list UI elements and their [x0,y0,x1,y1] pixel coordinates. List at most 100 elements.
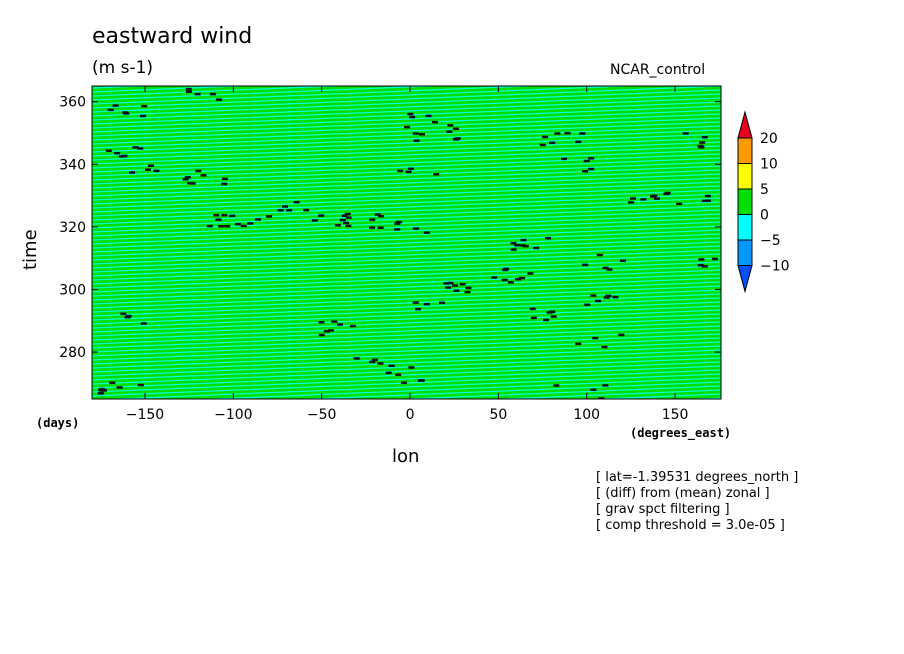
wind-cell [510,248,517,251]
wind-cell [445,286,452,289]
wind-cell [147,164,154,167]
y-tick-label: 280 [59,345,86,361]
wind-cell [185,90,192,93]
wind-cell [515,277,522,281]
wind-cell [99,389,106,392]
wind-cell [588,157,595,160]
wind-cell [405,170,412,174]
field-streak [92,253,721,281]
field-streak [92,213,721,241]
field-streak [92,361,721,389]
wind-cell [423,231,430,234]
field-streak [92,86,544,105]
x-tick-label: 0 [406,407,415,423]
note-latitude: [ lat=-1.39531 degrees_north ] [596,470,799,485]
wind-cell [128,171,135,174]
wind-cell [98,387,105,391]
field-streak [92,86,350,97]
wind-cell [542,135,549,139]
field-streak [92,205,721,233]
wind-cell [579,132,586,135]
wind-cell [229,214,236,218]
wind-cell [446,130,453,133]
field-streak [92,217,721,245]
wind-cell [676,202,683,206]
wind-cell [533,246,540,250]
wind-cell [452,127,459,131]
colorbar-label: 20 [760,131,778,147]
chart-units: (m s-1) [92,58,154,78]
wind-cell [114,151,121,155]
field-streak [92,365,721,393]
wind-cell [331,320,338,323]
wind-cell [414,307,421,311]
wind-cell [254,218,261,221]
wind-cell [408,366,415,369]
field-streak [92,257,721,285]
wind-cell [412,132,419,135]
field-streak [92,221,721,249]
wind-cell [350,324,357,328]
wind-cell [112,104,119,107]
wind-cell [344,212,351,216]
field-streak [92,345,721,373]
field-streak [100,373,721,399]
field-streak [92,86,721,113]
wind-cell [377,226,384,229]
x-tick-label: −50 [307,407,337,423]
y-axis-label: time [20,229,41,270]
wind-cell [649,195,656,198]
wind-cell [377,362,384,365]
wind-cell [510,241,517,245]
field-streak [92,353,721,381]
field-streak [92,349,721,377]
wind-cell [345,216,352,219]
wind-cell [286,209,293,212]
wind-cell [582,263,589,267]
x-axis: −150 −100 −50 0 50 100 150 [126,86,688,423]
wind-cell [240,224,247,228]
wind-cell [698,258,705,261]
wind-cell [412,227,419,230]
wind-cell [395,220,402,224]
wind-cell [222,177,229,181]
field-streak [92,422,721,448]
wind-cell [137,147,144,150]
wind-cell [118,155,125,158]
wind-cell [407,112,414,116]
wind-cell [318,214,325,217]
field-streak [92,117,721,145]
field-streak [584,393,721,399]
wind-cell [336,323,343,326]
wind-cell [339,218,346,222]
x-tick-label: −100 [214,407,252,423]
wind-cell [327,329,334,332]
wind-cell [530,316,537,320]
wind-cell [371,358,378,362]
field-streak [92,86,253,93]
field-streak [92,177,721,205]
field-streak [92,153,721,181]
wind-cell [206,224,213,228]
wind-cell [132,146,139,149]
field-streak [92,333,721,361]
wind-cell [418,379,425,382]
wind-cell [394,228,401,231]
field-streak [92,237,721,265]
colorbar-label: −5 [760,233,781,249]
wind-cell [153,169,160,173]
x-tick-label: −150 [126,407,164,423]
colorbar-label: 0 [760,208,769,224]
field-streak [92,145,721,173]
field-streak [92,241,721,269]
wind-cell [215,218,222,221]
field-streak [92,229,721,257]
wind-cell [412,301,419,304]
wind-cell [404,125,411,129]
wind-cell [105,149,112,152]
field-streak [92,209,721,237]
field-streak [92,97,721,125]
field-streak [92,93,721,121]
wind-cell [282,205,289,208]
